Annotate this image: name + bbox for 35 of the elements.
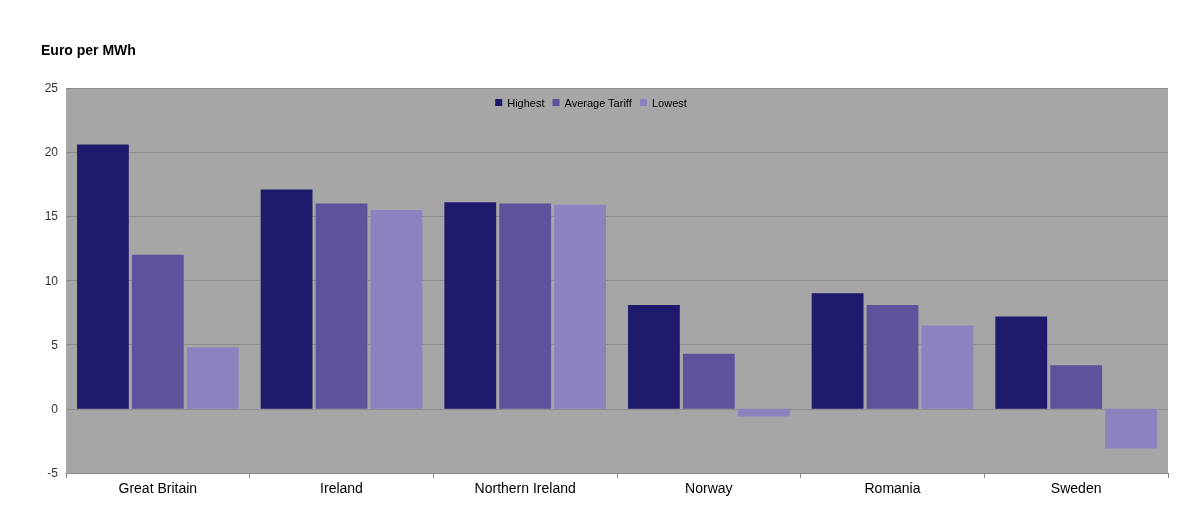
bar <box>77 144 129 409</box>
bar <box>315 203 368 409</box>
y-tick-label: -5 <box>47 466 59 480</box>
y-tick-label: 0 <box>51 401 59 416</box>
x-tick-label: Norway <box>685 480 733 496</box>
x-tick-label: Ireland <box>320 480 363 496</box>
x-tick-label: Romania <box>864 480 921 496</box>
legend-label: Average Tariff <box>564 96 633 109</box>
x-tick-label: Great Britain <box>118 480 198 496</box>
legend-label: Highest <box>507 96 545 109</box>
bar <box>444 202 497 409</box>
x-tick-label: Northern Ireland <box>474 480 576 496</box>
bar <box>682 353 735 409</box>
y-tick-label: 25 <box>44 81 59 95</box>
bar <box>811 293 864 409</box>
bar <box>131 254 184 409</box>
y-tick-label: 20 <box>44 145 59 160</box>
y-tick-label: 10 <box>44 273 59 288</box>
y-axis-title: Euro per MWh <box>41 42 136 58</box>
bar <box>921 325 974 409</box>
bar <box>1105 408 1157 449</box>
bar <box>260 189 313 409</box>
bar <box>370 209 423 409</box>
bar <box>186 347 239 409</box>
bar <box>995 316 1048 409</box>
bar <box>737 408 790 417</box>
bar <box>499 203 552 409</box>
y-tick-label: 15 <box>44 209 59 224</box>
bar <box>554 204 606 409</box>
bar <box>866 304 919 409</box>
bar <box>628 304 680 409</box>
y-tick-label: 5 <box>51 337 59 352</box>
bar <box>1050 365 1103 409</box>
x-tick-label: Sweden <box>1050 480 1102 496</box>
legend-label: Lowest <box>651 96 687 109</box>
